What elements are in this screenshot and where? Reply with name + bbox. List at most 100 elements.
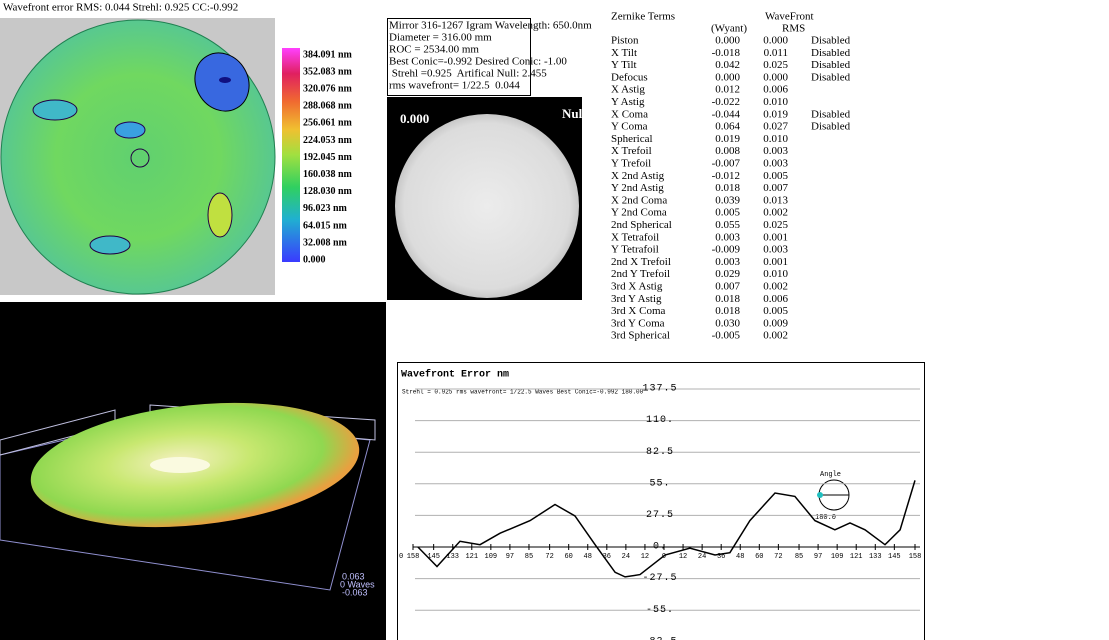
term-rms: 0.027 bbox=[763, 121, 788, 133]
x-tick-label: 12 bbox=[641, 553, 649, 561]
term-name: X 2nd Astig bbox=[611, 170, 665, 182]
x-tick-label: 121 bbox=[850, 553, 863, 561]
term-rms: 0.010 bbox=[763, 96, 788, 108]
info-line: Strehl =0.925 Artifical Null: 2.455 bbox=[389, 68, 547, 80]
info-line: ROC = 2534.00 mm bbox=[389, 44, 479, 56]
term-wyant: 0.018 bbox=[715, 305, 740, 317]
term-wyant: 0.019 bbox=[715, 133, 740, 145]
term-wyant: -0.022 bbox=[712, 96, 740, 108]
angle-value: 180.0 bbox=[815, 514, 836, 522]
term-wyant: -0.044 bbox=[712, 108, 741, 120]
term-wyant: 0.030 bbox=[715, 317, 740, 329]
colorbar-label: 128.030 nm bbox=[303, 186, 353, 197]
term-wyant: 0.018 bbox=[715, 293, 740, 305]
x-tick-label: 48 bbox=[584, 553, 592, 561]
term-name: 2nd Spherical bbox=[611, 219, 672, 231]
term-wyant: 0.000 bbox=[715, 35, 740, 47]
colorbar-label: 288.068 nm bbox=[303, 101, 353, 112]
term-rms: 0.005 bbox=[763, 170, 788, 182]
colorbar-label: 160.038 nm bbox=[303, 169, 353, 180]
contour bbox=[207, 192, 233, 238]
y-tick-label: 27.5 bbox=[646, 510, 674, 521]
term-wyant: -0.009 bbox=[712, 244, 741, 256]
term-rms: 0.003 bbox=[763, 158, 788, 170]
x-tick-label: 60 bbox=[564, 553, 572, 561]
x-tick-label: 158 bbox=[407, 553, 420, 561]
surface-3d bbox=[150, 457, 210, 473]
term-wyant: 0.029 bbox=[715, 268, 740, 280]
zernike-col: WaveFront bbox=[765, 11, 814, 23]
contour bbox=[89, 235, 131, 255]
x-tick-label: 24 bbox=[698, 553, 706, 561]
term-rms: 0.025 bbox=[763, 219, 788, 231]
term-name: 2nd Y Trefoil bbox=[611, 268, 670, 280]
term-name: 3rd Y Coma bbox=[611, 317, 665, 329]
term-rms: 0.010 bbox=[763, 268, 788, 280]
term-name: X Tetrafoil bbox=[611, 231, 659, 243]
colorbar-label: 320.076 nm bbox=[303, 83, 353, 94]
y-tick-label: 55. bbox=[649, 478, 670, 489]
profile-title: Wavefront Error nm bbox=[401, 369, 509, 381]
contour bbox=[130, 148, 150, 168]
term-name: Y Tetrafoil bbox=[611, 244, 659, 256]
x-tick-label: 48 bbox=[736, 553, 744, 561]
profile-line bbox=[417, 480, 916, 578]
zernike-col: RMS bbox=[782, 23, 805, 35]
info-box bbox=[387, 18, 531, 96]
term-rms: 0.002 bbox=[763, 330, 788, 342]
term-name: X Astig bbox=[611, 84, 645, 96]
x-tick-label: 0 bbox=[662, 553, 666, 561]
term-name: 3rd Y Astig bbox=[611, 293, 662, 305]
term-rms: 0.003 bbox=[763, 145, 788, 157]
info-line: Best Conic=-0.992 Desired Conic: -1.00 bbox=[389, 56, 567, 68]
term-name: 3rd Spherical bbox=[611, 330, 670, 342]
null-image bbox=[395, 114, 579, 298]
term-name: 3rd X Coma bbox=[611, 305, 666, 317]
term-wyant: -0.012 bbox=[712, 170, 740, 182]
term-rms: 0.019 bbox=[763, 108, 788, 120]
term-name: X 2nd Coma bbox=[611, 194, 667, 206]
term-wyant: -0.005 bbox=[712, 330, 741, 342]
term-wyant: 0.042 bbox=[715, 59, 740, 71]
term-rms: 0.011 bbox=[764, 47, 788, 59]
x-tick-label: 158 bbox=[909, 553, 922, 561]
x-tick-label: 97 bbox=[814, 553, 822, 561]
term-status: Disabled bbox=[811, 35, 851, 47]
null-value: 0.000 bbox=[400, 111, 429, 126]
colorbar-label: 224.053 nm bbox=[303, 135, 353, 146]
x-tick-label: 133 bbox=[869, 553, 882, 561]
term-status: Disabled bbox=[811, 47, 851, 59]
term-name: 2nd X Trefoil bbox=[611, 256, 671, 268]
x-tick-label: 36 bbox=[603, 553, 611, 561]
y-tick-label: -82.5 bbox=[642, 636, 677, 640]
x-tick-label: 109 bbox=[485, 553, 498, 561]
term-status: Disabled bbox=[811, 108, 851, 120]
term-name: Y 2nd Coma bbox=[611, 207, 667, 219]
term-name: Y 2nd Astig bbox=[611, 182, 664, 194]
y-tick-label: 137.5 bbox=[642, 384, 677, 395]
term-rms: 0.000 bbox=[763, 35, 788, 47]
term-status: Disabled bbox=[811, 59, 851, 71]
contour bbox=[219, 77, 231, 83]
term-rms: 0.002 bbox=[763, 207, 788, 219]
term-rms: 0.007 bbox=[763, 182, 788, 194]
colorbar-label: 192.045 nm bbox=[303, 152, 353, 163]
term-rms: 0.013 bbox=[763, 194, 788, 206]
y-tick-label: -55. bbox=[646, 605, 674, 616]
angle-handle[interactable] bbox=[817, 492, 823, 498]
colorbar-label: 96.023 nm bbox=[303, 203, 348, 214]
info-lines: Mirror 316-1267 Igram Wavelength: 650.0n… bbox=[389, 20, 592, 92]
term-wyant: 0.008 bbox=[715, 145, 740, 157]
term-rms: 0.003 bbox=[763, 244, 788, 256]
term-name: X Trefoil bbox=[611, 145, 652, 157]
term-wyant: -0.018 bbox=[712, 47, 741, 59]
x-tick-label: 24 bbox=[622, 553, 630, 561]
term-rms: 0.025 bbox=[763, 59, 788, 71]
term-wyant: 0.039 bbox=[715, 194, 740, 206]
zernike-title: Zernike Terms bbox=[611, 11, 675, 23]
info-line: rms wavefront= 1/22.5 0.044 bbox=[389, 80, 520, 92]
scale-label: 0 Waves bbox=[340, 579, 375, 589]
info-line: Diameter = 316.00 mm bbox=[389, 32, 492, 44]
